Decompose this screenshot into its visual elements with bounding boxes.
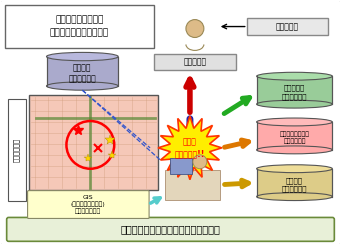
FancyBboxPatch shape	[7, 218, 334, 241]
FancyBboxPatch shape	[8, 99, 26, 201]
Text: GIS
(地理情報システム)
による分析結果: GIS (地理情報システム) による分析結果	[71, 195, 106, 214]
Circle shape	[186, 20, 204, 37]
FancyBboxPatch shape	[28, 191, 149, 219]
Polygon shape	[158, 116, 222, 180]
Bar	[257, 76, 332, 104]
FancyBboxPatch shape	[5, 5, 154, 49]
Ellipse shape	[46, 52, 118, 61]
Ellipse shape	[257, 193, 332, 201]
Text: 目撃情報等: 目撃情報等	[276, 22, 299, 31]
Circle shape	[193, 155, 207, 169]
Bar	[257, 169, 332, 197]
Bar	[257, 122, 332, 150]
Ellipse shape	[257, 72, 332, 80]
Text: 情報を
集約・分析!!: 情報を 集約・分析!!	[175, 138, 205, 158]
Ellipse shape	[257, 118, 332, 126]
Bar	[29, 95, 158, 190]
Text: 的確な捜査指揮や効率的な捜査を支援: 的確な捜査指揮や効率的な捜査を支援	[120, 224, 220, 234]
Ellipse shape	[257, 165, 332, 173]
Ellipse shape	[257, 146, 332, 154]
Text: その他の犯罪情報
データベース: その他の犯罪情報 データベース	[280, 132, 310, 144]
FancyBboxPatch shape	[247, 18, 328, 36]
Ellipse shape	[46, 82, 118, 90]
Bar	[165, 170, 220, 200]
Bar	[46, 57, 118, 86]
Text: 犯罪関連情報: 犯罪関連情報	[13, 138, 20, 162]
Text: 犯罪手口
データベース: 犯罪手口 データベース	[69, 63, 96, 83]
Ellipse shape	[257, 100, 332, 108]
Text: 捜査指揮官: 捜査指揮官	[183, 58, 206, 67]
FancyBboxPatch shape	[154, 54, 236, 70]
Text: 被疑者写真
データベース: 被疑者写真 データベース	[282, 85, 307, 99]
Text: 犯罪統計
データベース: 犯罪統計 データベース	[282, 177, 307, 192]
Bar	[170, 158, 192, 174]
Text: 様々な情報を迅速に
系統化し、総合的に分析: 様々な情報を迅速に 系統化し、総合的に分析	[50, 16, 109, 37]
